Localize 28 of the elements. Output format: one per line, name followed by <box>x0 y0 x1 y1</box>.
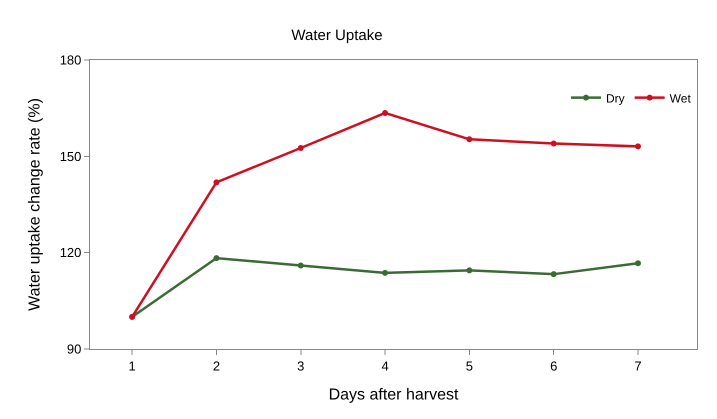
y-tick-label: 120 <box>60 245 82 260</box>
y-tick-label: 180 <box>60 52 82 68</box>
point <box>550 271 557 278</box>
point <box>213 179 220 186</box>
x-tick-label: 5 <box>466 358 473 374</box>
legend-label: Wet <box>670 91 692 106</box>
point <box>466 136 472 142</box>
y-tick-label: 150 <box>60 148 82 164</box>
x-tick-label: 6 <box>550 358 558 374</box>
legend-label: Dry <box>606 91 625 106</box>
x-axis-title: Days after harvest <box>328 386 459 404</box>
x-tick-label: 4 <box>381 358 389 374</box>
x-tick-label: 1 <box>128 358 136 374</box>
y-tick-label: 90 <box>66 342 82 357</box>
point <box>298 144 304 151</box>
point <box>634 143 641 150</box>
y-axis-title: Water uptake change rate (%) <box>26 98 44 311</box>
point <box>213 255 220 262</box>
point <box>550 140 557 146</box>
x-tick-label: 7 <box>634 358 642 374</box>
point <box>466 267 472 274</box>
point <box>382 270 388 276</box>
point <box>634 260 641 266</box>
x-tick-label: 2 <box>212 358 220 374</box>
chart-title: Water Uptake <box>291 26 383 44</box>
point <box>382 110 388 116</box>
point <box>298 262 304 269</box>
x-tick-label: 3 <box>297 358 304 374</box>
